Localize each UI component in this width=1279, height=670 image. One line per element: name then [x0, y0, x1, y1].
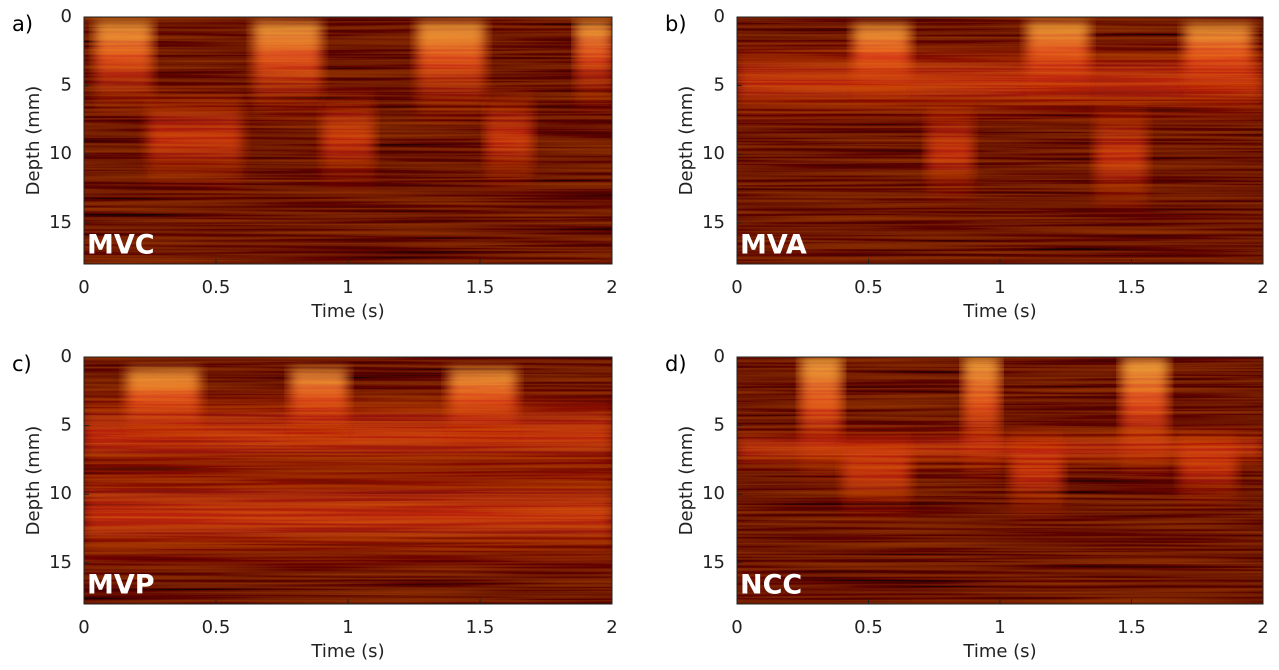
y-tick-label: 10	[702, 143, 725, 164]
y-tick-label: 5	[61, 415, 72, 436]
panel: 0 0.5 1 1.5 2 0 5 10 15 Time (s) Depth (mm) b) MVA	[665, 6, 1269, 322]
x-tick-label: 1.5	[466, 617, 495, 638]
x-tick-label: 1	[342, 617, 353, 638]
image-noise	[84, 357, 612, 604]
x-tick-label: 2	[1257, 277, 1268, 298]
x-axis-label: Time (s)	[310, 641, 384, 662]
y-axis-label: Depth (mm)	[23, 86, 44, 196]
x-tick-label: 1.5	[1117, 617, 1146, 638]
panel: 0 0.5 1 1.5 2 0 5 10 15 Time (s) Depth (mm) c) MVP	[12, 346, 618, 662]
image-noise	[84, 17, 612, 264]
panel-label: a)	[12, 12, 33, 36]
x-tick-label: 1.5	[466, 277, 495, 298]
panel-label: d)	[665, 352, 687, 376]
y-tick-label: 15	[702, 212, 725, 233]
method-label: MVA	[740, 230, 807, 261]
method-label: MVC	[87, 230, 155, 261]
y-tick-label: 10	[49, 143, 72, 164]
x-tick-label: 0	[78, 617, 89, 638]
x-tick-label: 1	[994, 617, 1005, 638]
x-tick-label: 0	[731, 277, 742, 298]
x-tick-label: 0.5	[202, 277, 231, 298]
panel: 0 0.5 1 1.5 2 0 5 10 15 Time (s) Depth (mm) a) MVC	[12, 6, 618, 322]
x-tick-label: 2	[1257, 617, 1268, 638]
x-tick-label: 1	[342, 277, 353, 298]
y-tick-label: 5	[714, 415, 725, 436]
x-tick-label: 0	[78, 277, 89, 298]
y-tick-label: 15	[702, 552, 725, 573]
y-tick-label: 5	[61, 75, 72, 96]
x-tick-label: 0.5	[202, 617, 231, 638]
method-label: MVP	[87, 570, 155, 601]
y-tick-label: 0	[714, 6, 725, 27]
y-tick-label: 15	[49, 552, 72, 573]
x-tick-label: 0.5	[854, 617, 883, 638]
x-axis-label: Time (s)	[962, 641, 1036, 662]
x-axis-label: Time (s)	[962, 301, 1036, 322]
y-tick-label: 0	[61, 346, 72, 367]
y-axis-label: Depth (mm)	[23, 426, 44, 536]
y-axis-label: Depth (mm)	[676, 86, 697, 196]
y-tick-label: 5	[714, 75, 725, 96]
panel-label: b)	[665, 12, 687, 36]
y-tick-label: 10	[49, 483, 72, 504]
image-noise	[737, 17, 1263, 264]
y-tick-label: 15	[49, 212, 72, 233]
x-tick-label: 2	[606, 617, 617, 638]
x-tick-label: 1.5	[1117, 277, 1146, 298]
y-tick-label: 0	[61, 6, 72, 27]
panel: 0 0.5 1 1.5 2 0 5 10 15 Time (s) Depth (mm) d) NCC	[665, 346, 1269, 662]
x-tick-label: 0	[731, 617, 742, 638]
y-axis-label: Depth (mm)	[676, 426, 697, 536]
x-tick-label: 2	[606, 277, 617, 298]
panel-label: c)	[12, 352, 32, 376]
x-tick-label: 1	[994, 277, 1005, 298]
image-noise	[737, 357, 1263, 604]
y-tick-label: 0	[714, 346, 725, 367]
y-tick-label: 10	[702, 483, 725, 504]
x-tick-label: 0.5	[854, 277, 883, 298]
method-label: NCC	[740, 570, 802, 601]
x-axis-label: Time (s)	[310, 301, 384, 322]
